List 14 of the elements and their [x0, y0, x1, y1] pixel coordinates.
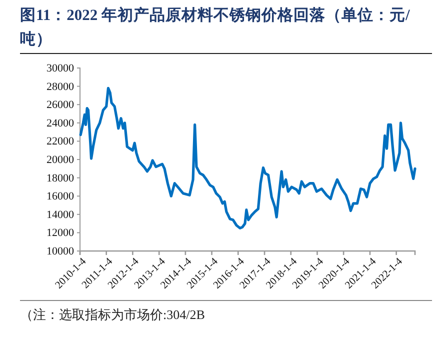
y-tick-label: 22000: [46, 136, 74, 148]
y-tick-label: 28000: [46, 80, 74, 93]
chart-title: 图11：2022 年初产品原材料不锈钢价格回落（单位：元/吨）: [20, 6, 411, 50]
y-tick-label: 10000: [46, 246, 74, 258]
y-tick-label: 24000: [46, 117, 74, 130]
y-tick-label: 26000: [46, 99, 74, 112]
y-tick-label: 12000: [46, 227, 74, 240]
y-tick-label: 18000: [46, 172, 74, 184]
y-tick-label: 16000: [46, 190, 74, 203]
y-tick-label: 20000: [46, 154, 74, 166]
line-series: [79, 86, 416, 230]
text: （注：选取指标为市场价:304/2B: [20, 306, 206, 324]
y-tick-label: 30000: [46, 62, 74, 75]
y-tick-label: 14000: [46, 208, 74, 221]
